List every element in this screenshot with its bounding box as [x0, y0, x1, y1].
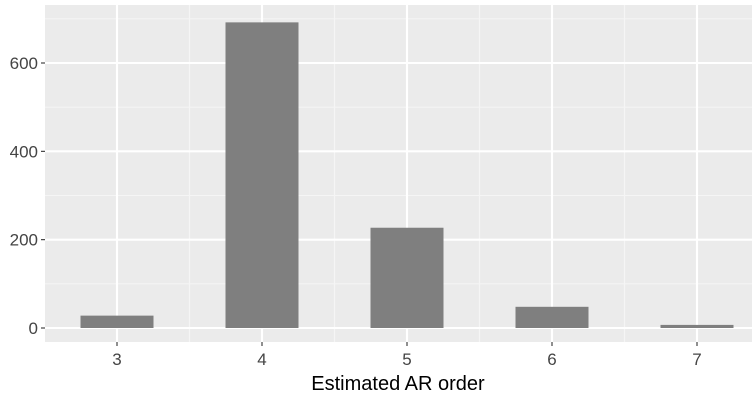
y-tick-label: 600 [10, 54, 38, 73]
x-tick-label: 6 [547, 350, 556, 369]
bar-7 [660, 324, 734, 328]
y-tick-label: 0 [29, 319, 38, 338]
y-tick-label: 200 [10, 231, 38, 250]
minor-gridlines [45, 5, 752, 342]
bars [80, 22, 734, 328]
bar-5 [370, 227, 444, 328]
bar-4 [225, 22, 299, 328]
x-tick-label: 7 [692, 350, 701, 369]
bar-3 [80, 315, 154, 328]
x-tick-label: 5 [402, 350, 411, 369]
x-axis-title: Estimated AR order [311, 373, 485, 395]
x-axis: 3 4 5 6 7 [112, 342, 702, 369]
bar-6 [515, 306, 589, 328]
x-tick-label: 4 [257, 350, 266, 369]
y-axis: 0 200 400 600 [10, 54, 45, 338]
y-tick-label: 400 [10, 142, 38, 161]
x-tick-label: 3 [112, 350, 121, 369]
